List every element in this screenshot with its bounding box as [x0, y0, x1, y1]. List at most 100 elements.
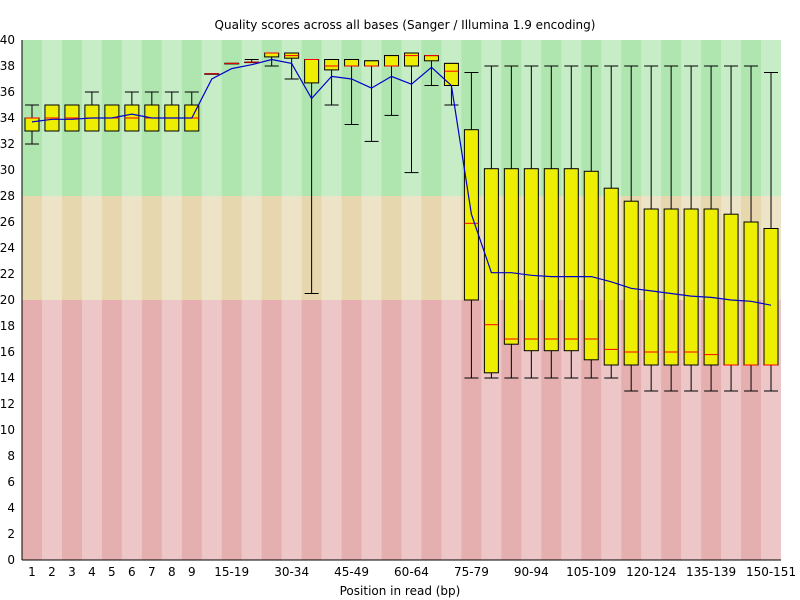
iqr-box	[483, 168, 499, 374]
iqr-box	[503, 168, 519, 345]
box-70-74	[443, 62, 459, 106]
iqr-box	[563, 168, 579, 352]
iqr-box	[443, 62, 459, 87]
mean-line	[31, 58, 772, 306]
box-plots	[24, 52, 779, 392]
y-tick-label: 18	[0, 319, 15, 333]
x-tick-label: 90-94	[514, 565, 549, 579]
column-stripes	[41, 40, 781, 560]
y-tick-label: 6	[7, 475, 15, 489]
iqr-box	[523, 168, 539, 352]
x-tick-label: 2	[48, 565, 56, 579]
chart-title: Quality scores across all bases (Sanger …	[215, 18, 596, 32]
box-125-129	[663, 65, 679, 392]
x-tick-label: 6	[128, 565, 136, 579]
x-tick-label: 45-49	[334, 565, 369, 579]
y-tick-label: 30	[0, 163, 15, 177]
y-tick-label: 36	[0, 85, 15, 99]
iqr-box	[583, 170, 599, 361]
box-95-99	[543, 65, 559, 379]
box-6	[124, 91, 140, 132]
box-150-151	[763, 72, 779, 392]
iqr-box	[364, 60, 380, 67]
y-tick-label: 34	[0, 111, 15, 125]
column-stripe	[241, 40, 262, 560]
x-tick-label: 15-19	[214, 565, 249, 579]
x-tick-label: 135-139	[686, 565, 736, 579]
box-115-119	[623, 65, 639, 392]
x-tick-label: 60-64	[394, 565, 429, 579]
box-145-149	[743, 65, 759, 392]
x-tick-labels: 1 2 3 4 5 6 7 8 9 15-19 30-34 45-49 60-64 75-79 90-94 1…	[28, 565, 796, 579]
box-140-144	[723, 65, 739, 392]
column-stripe	[281, 40, 302, 560]
column-stripe	[201, 40, 222, 560]
y-tick-label: 38	[0, 59, 15, 73]
iqr-box	[683, 208, 699, 366]
y-tick-label: 40	[0, 33, 15, 47]
box-85-89	[503, 65, 519, 379]
y-tick-label: 10	[0, 423, 15, 437]
iqr-box	[384, 55, 400, 67]
column-stripe	[441, 40, 462, 560]
y-tick-label: 20	[0, 293, 15, 307]
column-stripe	[401, 40, 422, 560]
box-40-44	[324, 59, 340, 106]
iqr-box	[24, 117, 40, 132]
column-stripe	[121, 40, 142, 560]
axes	[21, 40, 781, 561]
y-tick-label: 26	[0, 215, 15, 229]
iqr-box	[703, 208, 719, 366]
box-100-104	[563, 65, 579, 379]
box-120-124	[643, 65, 659, 392]
x-axis-label: Position in read (bp)	[340, 584, 461, 598]
iqr-box	[324, 59, 340, 71]
mean-line-layer	[31, 58, 772, 306]
x-tick-label: 7	[148, 565, 156, 579]
iqr-box	[723, 213, 739, 366]
box-10-14	[204, 73, 220, 75]
box-20-24	[244, 59, 260, 64]
x-tick-label: 120-124	[626, 565, 676, 579]
x-tick-label: 8	[168, 565, 176, 579]
box-55-59	[384, 55, 400, 116]
x-tick-label: 5	[108, 565, 116, 579]
y-tick-label: 22	[0, 267, 15, 281]
y-tick-label: 16	[0, 345, 15, 359]
box-30-34	[284, 52, 300, 80]
box-130-134	[683, 65, 699, 392]
x-tick-label: 150-151	[746, 565, 796, 579]
column-stripe	[81, 40, 102, 560]
box-90-94	[523, 65, 539, 379]
x-tick-label: 1	[28, 565, 36, 579]
x-tick-label: 30-34	[274, 565, 309, 579]
y-tick-label: 8	[7, 449, 15, 463]
iqr-box	[743, 221, 759, 366]
box-3	[64, 104, 80, 132]
column-stripe	[161, 40, 182, 560]
box-110-114	[603, 65, 619, 379]
box-45-49	[344, 59, 360, 125]
box-2	[44, 104, 60, 132]
y-tick-label: 32	[0, 137, 15, 151]
column-stripe	[321, 40, 342, 560]
iqr-box	[344, 59, 360, 67]
x-tick-label: 9	[188, 565, 196, 579]
y-tick-label: 14	[0, 371, 15, 385]
y-tick-label: 12	[0, 397, 15, 411]
y-tick-label: 0	[7, 553, 15, 567]
box-15-19	[224, 62, 240, 65]
box-135-139	[703, 65, 719, 392]
column-stripe	[361, 40, 382, 560]
y-tick-label: 2	[7, 527, 15, 541]
y-tick-label: 24	[0, 241, 15, 255]
x-tick-label: 105-109	[566, 565, 616, 579]
iqr-box	[264, 52, 280, 58]
box-60-64	[403, 52, 419, 174]
iqr-box	[623, 200, 639, 366]
iqr-box	[304, 59, 320, 84]
x-tick-label: 4	[88, 565, 96, 579]
y-tick-label: 4	[7, 501, 15, 515]
box-65-69	[423, 55, 439, 86]
iqr-box	[763, 228, 779, 366]
